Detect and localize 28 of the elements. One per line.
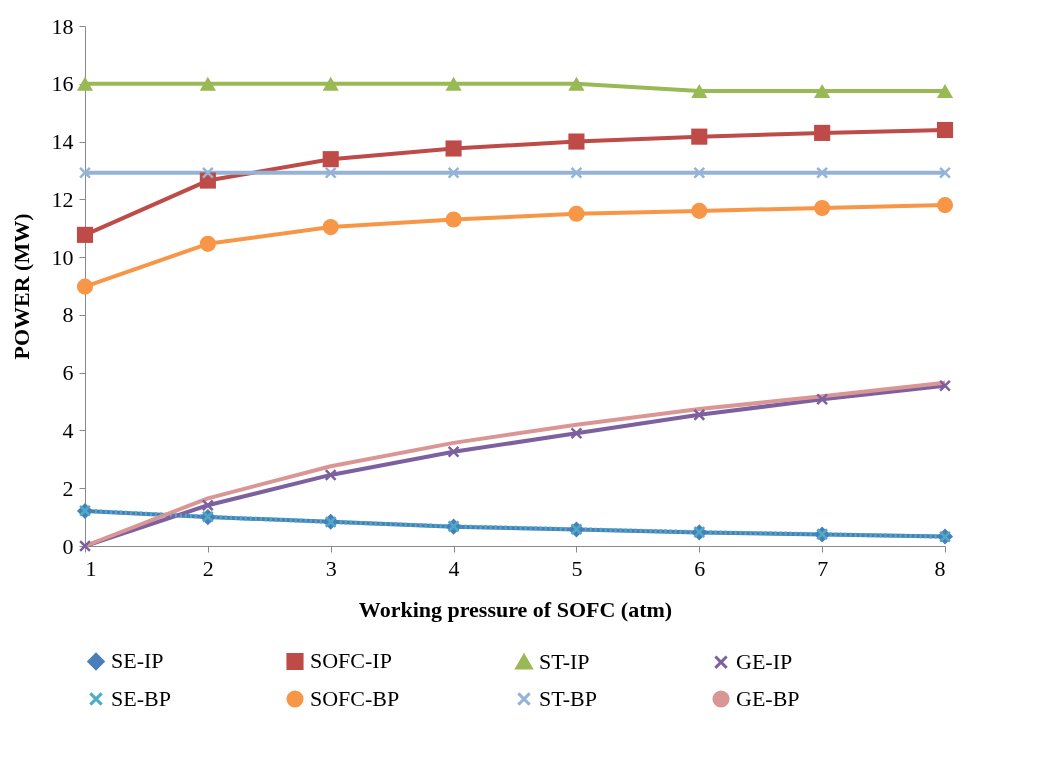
y-tick-label: 10 bbox=[51, 244, 74, 270]
legend-label: SOFC-IP bbox=[310, 648, 392, 674]
x-tick-label: 7 bbox=[817, 555, 829, 581]
x-tick-label: 2 bbox=[202, 555, 214, 581]
x-tick-label: 3 bbox=[325, 555, 337, 581]
legend-label: ST-BP bbox=[539, 686, 597, 711]
y-tick-label: 4 bbox=[62, 417, 74, 443]
x-tick-label: 5 bbox=[571, 555, 583, 581]
x-tick-label: 1 bbox=[85, 555, 97, 581]
y-axis-title: POWER (MW) bbox=[8, 213, 34, 360]
legend-label: GE-BP bbox=[736, 686, 800, 711]
y-tick-label: 6 bbox=[62, 360, 74, 386]
legend-label: SE-IP bbox=[111, 648, 164, 674]
y-tick-label: 14 bbox=[51, 129, 74, 155]
y-tick-label: 8 bbox=[62, 302, 74, 328]
y-tick-label: 18 bbox=[51, 13, 74, 39]
y-tick-label: 16 bbox=[51, 71, 74, 97]
x-tick-label: 8 bbox=[934, 555, 946, 581]
y-tick-label: 12 bbox=[51, 186, 74, 212]
legend-label: SE-BP bbox=[111, 686, 171, 711]
legend-label: GE-IP bbox=[736, 649, 793, 675]
x-tick-label: 6 bbox=[694, 555, 706, 581]
y-tick-label: 0 bbox=[62, 533, 74, 559]
x-tick-label: 4 bbox=[448, 555, 460, 581]
y-tick-label: 2 bbox=[62, 475, 74, 501]
legend-label: ST-IP bbox=[539, 648, 590, 674]
legend-label: SOFC-BP bbox=[310, 686, 400, 711]
x-axis-title: Working pressure of SOFC (atm) bbox=[358, 596, 673, 622]
